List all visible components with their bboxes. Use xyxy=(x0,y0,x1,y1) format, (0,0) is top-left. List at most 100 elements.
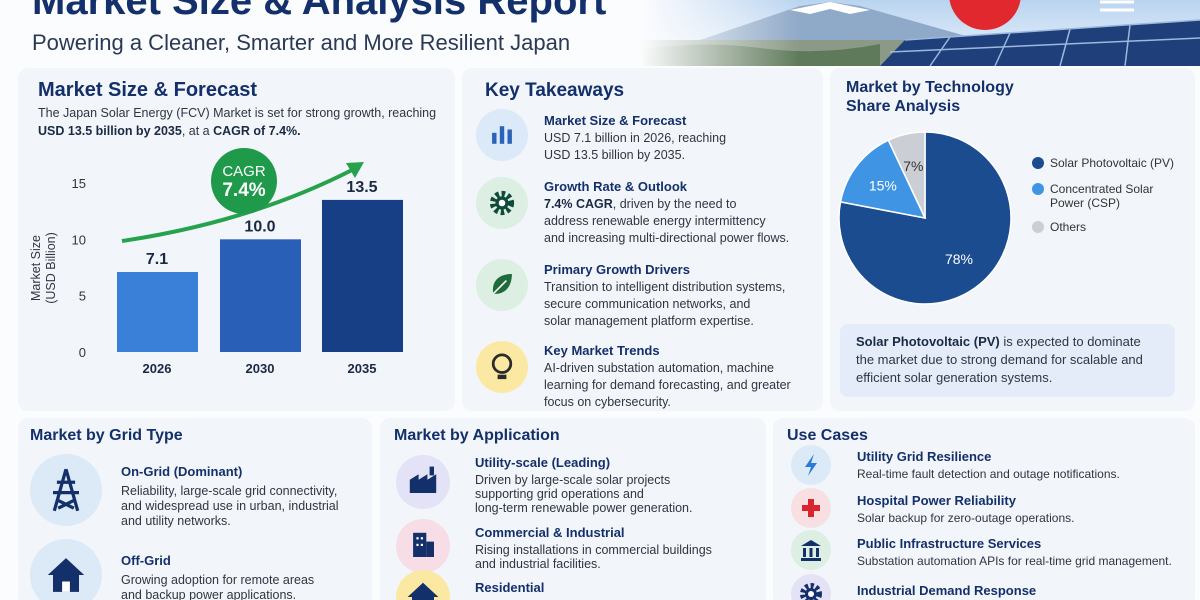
panel-title: Market Size & Forecast xyxy=(38,79,257,101)
icon xyxy=(489,190,515,216)
text: and widespread use in urban, industrial xyxy=(121,499,339,513)
pie-slice xyxy=(838,131,1012,305)
icon-shape xyxy=(801,558,821,561)
panel xyxy=(18,418,372,600)
icon xyxy=(805,454,817,476)
bar xyxy=(117,272,198,352)
icon-shape xyxy=(420,543,423,546)
text: The Japan Solar Energy (FCV) Market is s… xyxy=(38,106,436,120)
data-label: 7% xyxy=(903,158,923,174)
bar xyxy=(220,239,301,352)
icon-shape xyxy=(426,541,434,557)
icon-shape xyxy=(801,540,821,546)
bold-text: Solar Photovoltaic (PV) xyxy=(856,334,1000,349)
item-title: Industrial Demand Response xyxy=(857,583,1036,598)
text: Driven by large-scale solar projects xyxy=(475,473,670,487)
panel-title: Market by Grid Type xyxy=(30,427,183,444)
text: is expected to dominate xyxy=(1000,334,1141,349)
text: solar management platform expertise. xyxy=(544,314,754,328)
header-image xyxy=(640,0,1200,67)
text: long-term renewable power generation. xyxy=(475,501,693,515)
title: Market Size & Analysis Report xyxy=(32,0,606,23)
panel xyxy=(462,68,823,411)
icon-shape xyxy=(808,591,814,597)
item-title: Commercial & Industrial xyxy=(475,525,625,540)
text: focus on cybersecurity. xyxy=(544,395,671,409)
panel-title: Market by Application xyxy=(394,427,560,444)
icon-shape xyxy=(420,537,423,540)
data-label: 15% xyxy=(869,177,897,193)
bar xyxy=(322,199,403,352)
icon-shape xyxy=(492,132,497,144)
x-tick-label: 2035 xyxy=(348,361,377,376)
item-title: Utility Grid Resilience xyxy=(857,449,991,464)
icon-shape xyxy=(809,548,813,557)
note-box xyxy=(840,324,1175,397)
icon-bg xyxy=(476,341,528,393)
text: and utility networks. xyxy=(121,514,231,528)
pie-slice xyxy=(887,131,926,219)
text: Substation automation APIs for real-time… xyxy=(857,554,1172,568)
subtitle: Powering a Cleaner, Smarter and More Res… xyxy=(32,30,570,55)
panel-title: Share Analysis xyxy=(846,98,960,115)
annotation: 7.4% xyxy=(222,180,265,201)
item-title: On-Grid (Dominant) xyxy=(121,464,242,479)
data-label: 7.1 xyxy=(146,251,168,268)
icon-shape xyxy=(802,499,820,517)
icon-shape xyxy=(507,129,512,144)
text: supporting grid operations and xyxy=(475,487,644,501)
text: efficient solar generation systems. xyxy=(856,370,1052,385)
icon-shape xyxy=(416,537,419,540)
text: learning for demand forecasting, and gre… xyxy=(544,378,791,392)
data-label: 10.0 xyxy=(244,218,275,235)
x-tick-label: 2026 xyxy=(143,361,172,376)
icon-shape xyxy=(416,543,419,546)
legend-swatch xyxy=(1032,157,1044,169)
icon-shape xyxy=(47,558,85,575)
x-tick-label: 2030 xyxy=(246,361,275,376)
item-title: Public Infrastructure Services xyxy=(857,536,1041,551)
item-title: Growth Rate & Outlook xyxy=(544,179,688,194)
icon xyxy=(802,499,820,517)
icon-shape xyxy=(499,126,505,144)
icon xyxy=(413,532,434,557)
text: and backup power applications. xyxy=(121,588,296,600)
y-tick-label: 15 xyxy=(72,176,86,191)
icon xyxy=(409,466,437,493)
bold-text: 7.4% CAGR xyxy=(544,197,613,211)
text: USD 13.5 billion by 2035. xyxy=(544,148,685,162)
item-title: Primary Growth Drivers xyxy=(544,262,690,277)
y-tick-label: 10 xyxy=(72,232,86,247)
icon-shape xyxy=(800,583,822,600)
icon xyxy=(492,274,512,295)
text: Reliability, large-scale grid connectivi… xyxy=(121,484,337,498)
panel-title: Key Takeaways xyxy=(485,80,624,101)
legend-label: Concentrated Solar Power (CSP) xyxy=(1050,182,1154,210)
icon-shape xyxy=(497,374,507,380)
panel-title: Use Cases xyxy=(787,427,868,444)
cagr-badge xyxy=(211,148,277,214)
icon xyxy=(800,583,822,600)
text: Rising installations in commercial build… xyxy=(475,543,712,557)
icon-shape xyxy=(62,581,70,592)
icon-shape xyxy=(489,190,515,216)
rich-text: Solar Photovoltaic (PV) is expected to d… xyxy=(856,334,1141,349)
legend-swatch xyxy=(1032,221,1044,233)
icon xyxy=(801,540,821,561)
icon xyxy=(52,468,80,512)
text: and industrial facilities. xyxy=(475,557,601,571)
icon xyxy=(407,582,439,600)
item-title: Off-Grid xyxy=(121,553,171,568)
legend-label: Others xyxy=(1050,220,1087,234)
data-label: 78% xyxy=(945,251,973,267)
rich-text: 7.4% CAGR, driven by the need to xyxy=(544,197,737,211)
icon-shape xyxy=(491,353,513,374)
text: Growing adoption for remote areas xyxy=(121,573,314,587)
item-title: Key Market Trends xyxy=(544,343,660,358)
text: address renewable energy intermittency xyxy=(544,214,766,228)
text: Real-time fault detection and outage not… xyxy=(857,467,1120,481)
icon-shape xyxy=(429,466,434,476)
panel xyxy=(380,418,766,600)
